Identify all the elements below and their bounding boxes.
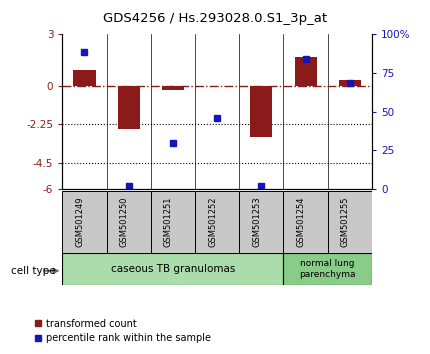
Text: GDS4256 / Hs.293028.0.S1_3p_at: GDS4256 / Hs.293028.0.S1_3p_at <box>103 12 327 25</box>
Bar <box>162 86 184 90</box>
Text: GSM501254: GSM501254 <box>297 196 306 247</box>
Bar <box>107 191 151 253</box>
Bar <box>62 253 283 285</box>
Bar <box>339 80 361 86</box>
Bar <box>118 86 140 129</box>
Bar <box>283 191 328 253</box>
Text: GSM501255: GSM501255 <box>341 196 350 247</box>
Text: GSM501250: GSM501250 <box>120 196 129 247</box>
Text: GSM501252: GSM501252 <box>208 196 217 247</box>
Bar <box>250 86 273 137</box>
Bar <box>151 191 195 253</box>
Text: GSM501253: GSM501253 <box>252 196 261 247</box>
Bar <box>195 191 239 253</box>
Legend: transformed count, percentile rank within the sample: transformed count, percentile rank withi… <box>31 315 215 347</box>
Text: GSM501251: GSM501251 <box>164 196 173 247</box>
Bar <box>295 57 316 86</box>
Text: normal lung
parenchyma: normal lung parenchyma <box>299 259 356 279</box>
Text: cell type: cell type <box>11 266 55 276</box>
Bar <box>328 191 372 253</box>
Bar <box>62 191 107 253</box>
Bar <box>74 70 95 86</box>
Bar <box>239 191 283 253</box>
Bar <box>283 253 372 285</box>
Text: caseous TB granulomas: caseous TB granulomas <box>111 264 235 274</box>
Text: GSM501249: GSM501249 <box>75 196 84 247</box>
